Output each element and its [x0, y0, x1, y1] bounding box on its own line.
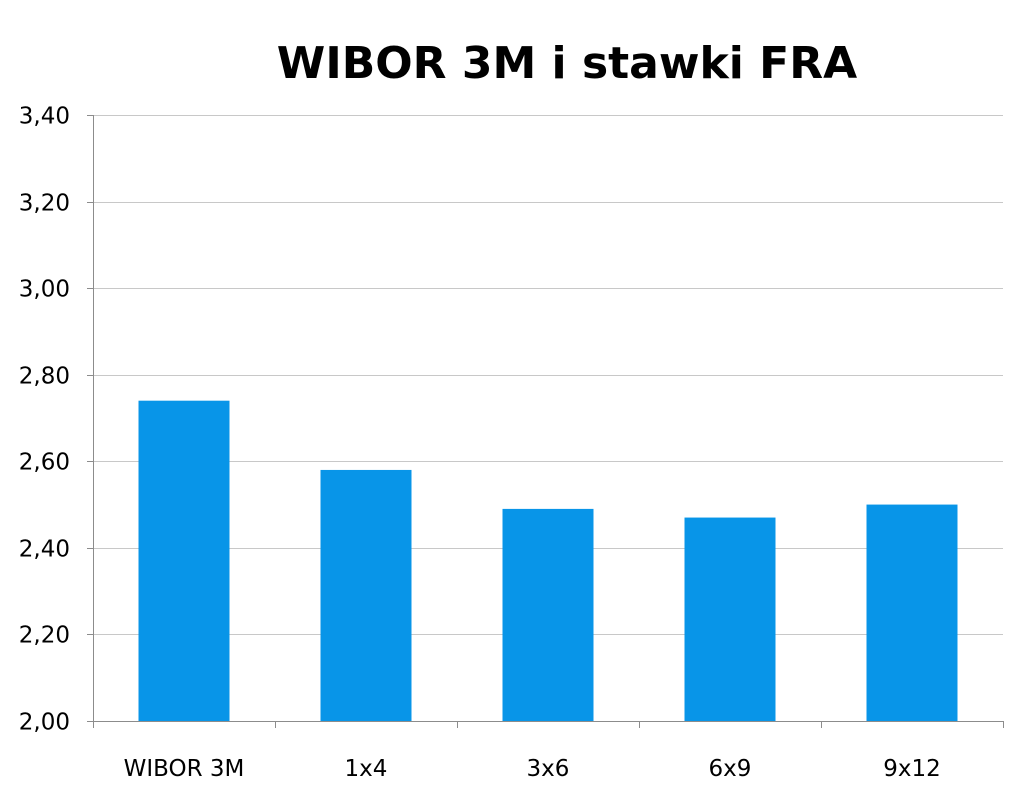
x-tick-label: WIBOR 3M: [124, 756, 245, 782]
y-tick-label: 2,40: [19, 537, 70, 563]
bar: [502, 508, 594, 721]
x-tick-label: 9x12: [883, 756, 941, 782]
y-tick-label: 2,00: [19, 710, 70, 736]
bar: [138, 400, 230, 721]
y-tick-label: 2,20: [19, 623, 70, 649]
y-tick-label: 3,40: [19, 104, 70, 130]
x-tick-label: 6x9: [709, 756, 752, 782]
bar: [684, 517, 776, 721]
bars: [138, 400, 958, 721]
y-tick-label: 2,80: [19, 364, 70, 390]
gridlines: [93, 115, 1003, 635]
y-tick-label: 2,60: [19, 450, 70, 476]
x-tick-label: 3x6: [527, 756, 570, 782]
bar: [866, 504, 958, 721]
chart-title: WIBOR 3M i stawki FRA: [277, 38, 857, 89]
y-tick-label: 3,20: [19, 191, 70, 217]
y-tick-label: 3,00: [19, 277, 70, 303]
y-axis-tick-labels: 2,00 2,20 2,40 2,60 2,80 3,00 3,20 3,40: [19, 104, 70, 736]
bar: [320, 469, 412, 721]
axes: [87, 115, 1004, 728]
x-tick-label: 1x4: [345, 756, 388, 782]
x-axis-tick-labels: WIBOR 3M 1x4 3x6 6x9 9x12: [124, 756, 941, 782]
